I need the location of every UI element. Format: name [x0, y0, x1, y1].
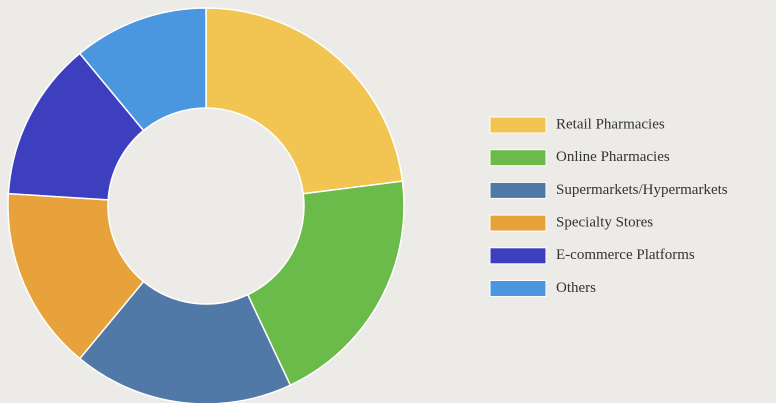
legend-label: Specialty Stores — [556, 215, 653, 231]
legend-swatch — [489, 149, 547, 167]
donut-segment — [78, 7, 207, 132]
legend-label: Others — [556, 280, 596, 296]
legend-swatch — [489, 214, 547, 232]
legend-swatch — [489, 247, 547, 265]
legend-label: Retail Pharmacies — [556, 116, 665, 132]
donut-segment — [246, 180, 405, 387]
legend-swatch — [489, 181, 547, 199]
legend-label: E-commerce Platforms — [556, 247, 695, 263]
legend-label: Online Pharmacies — [556, 149, 670, 165]
legend-label: Supermarkets/Hypermarkets — [556, 182, 728, 198]
donut-segment — [205, 7, 404, 195]
legend-swatch — [489, 280, 547, 297]
legend-swatch — [489, 116, 547, 134]
